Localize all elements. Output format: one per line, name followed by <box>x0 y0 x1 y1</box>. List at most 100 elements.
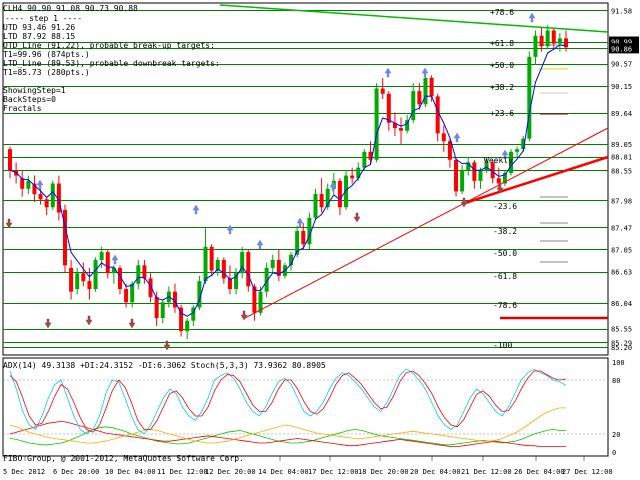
time-axis-label: 12 Dec 20:00 <box>205 468 256 476</box>
candle-body <box>527 56 532 139</box>
candle-body <box>460 170 465 192</box>
fractal-down-arrow <box>44 318 52 329</box>
price-axis-label: 90.15 <box>611 83 632 91</box>
fib-level-label: -78.6 <box>493 301 517 310</box>
candle-body <box>240 252 245 274</box>
candle-body <box>50 183 55 208</box>
fractal-up-arrow <box>453 132 461 143</box>
fib-level-label: -100 <box>493 341 512 350</box>
utd-trend-line <box>219 4 609 33</box>
time-axis-label: 27 Dec 12:00 <box>562 468 613 476</box>
candle-body <box>423 77 428 105</box>
weekly-label: Weekly <box>484 156 513 165</box>
candle-body <box>87 281 92 290</box>
time-axis-label: 21 Dec 12:00 <box>461 468 512 476</box>
fractal-down-arrow <box>85 315 93 326</box>
fractal-up-arrow <box>36 179 44 190</box>
fib-level-label: +23.6 <box>490 109 514 118</box>
info-line: ShowingStep=1 <box>3 86 66 95</box>
candle-body <box>227 278 232 290</box>
fib-level-label: -23.6 <box>493 202 517 211</box>
time-axis-label: 20 Dec 04:00 <box>410 468 461 476</box>
price-axis-label: 90.57 <box>611 61 632 69</box>
price-label-bg <box>609 36 639 47</box>
info-panel: CLH4 90.90 91.08 90.73 90.88 ---- step 1… <box>3 4 513 463</box>
fractal-up-arrow <box>296 217 304 228</box>
price-axis-label: 88.81 <box>611 154 632 162</box>
fractal-up-arrow <box>226 224 234 235</box>
candle-body <box>185 320 190 332</box>
candle-body <box>117 267 122 290</box>
candle-body <box>478 170 483 181</box>
price-axis-label: 85.20 <box>611 344 632 352</box>
candle-body <box>124 289 129 303</box>
candle-body <box>264 267 269 292</box>
candle-body <box>454 159 459 192</box>
indicator-stoch-d-line <box>9 370 567 433</box>
candle-body <box>246 252 251 287</box>
candle-body <box>81 273 86 282</box>
candle-body <box>386 93 391 123</box>
price-axis-label: 89.05 <box>611 141 632 149</box>
time-axis-label: 17 Dec 12:00 <box>308 468 359 476</box>
candle-body <box>539 35 544 47</box>
price-axis-label: 90.86 <box>611 45 632 53</box>
candle-body <box>20 178 25 189</box>
time-axis-label: 14 Dec 04:00 <box>258 468 309 476</box>
candle-body <box>197 281 202 308</box>
indicator-adx-line <box>9 407 566 444</box>
fractal-down-arrow <box>128 318 136 329</box>
price-axis-label: 85.55 <box>611 326 632 334</box>
fib-level-label: +50.0 <box>490 61 514 70</box>
candle-body <box>405 120 410 131</box>
candle-body <box>172 291 177 308</box>
candle-body <box>130 283 135 303</box>
fib-level-label: -50.0 <box>493 249 517 258</box>
candle-body <box>142 265 147 279</box>
candle-body <box>69 267 74 292</box>
candle-body <box>557 38 562 44</box>
indicator-axis-label: 80 <box>612 377 620 385</box>
candle-body <box>515 149 520 152</box>
time-axis-label: 11 Dec 12:00 <box>157 468 208 476</box>
candle-body <box>148 278 153 297</box>
info-line: BackSteps=0 <box>3 95 56 104</box>
info-line: UTD 93.46 91.26 <box>3 23 75 32</box>
price-label-bg <box>609 43 639 54</box>
candle-body <box>289 254 294 266</box>
candle-body <box>301 230 306 245</box>
candle-body <box>411 91 416 121</box>
price-axis-label: 88.55 <box>611 167 632 175</box>
price-pane-frame <box>2 2 609 356</box>
fractal-down-arrow <box>163 340 171 351</box>
fractal-down-arrow <box>240 310 248 321</box>
candle-body <box>160 302 165 319</box>
candle-body <box>234 273 239 290</box>
candle-body <box>435 96 440 134</box>
price-axis-label: 87.98 <box>611 197 632 205</box>
candle-body <box>466 162 471 171</box>
candle-body <box>295 230 300 255</box>
fractal-up-arrow <box>256 239 264 250</box>
info-line: LTD 87.92 88.15 <box>3 32 75 41</box>
candle-body <box>136 265 141 284</box>
candle-body <box>32 183 37 195</box>
candle-body <box>490 162 495 179</box>
candle-body <box>93 260 98 290</box>
fib-level-label: -61.8 <box>493 272 517 281</box>
indicator-plus-di-line <box>9 426 566 446</box>
fractal-down-arrow <box>460 197 468 208</box>
candle-body <box>105 252 110 274</box>
candle-body <box>362 151 367 168</box>
candle-body <box>356 167 361 179</box>
candle-body <box>75 273 80 290</box>
fib-level-label: +61.8 <box>490 39 514 48</box>
indicator-minus-di-line <box>9 420 566 448</box>
price-axis-label: 85.29 <box>611 339 632 347</box>
candle-body <box>8 149 12 171</box>
candle-body <box>429 77 434 97</box>
price-axis-label: 87.47 <box>611 224 632 232</box>
candle-body <box>380 88 385 94</box>
